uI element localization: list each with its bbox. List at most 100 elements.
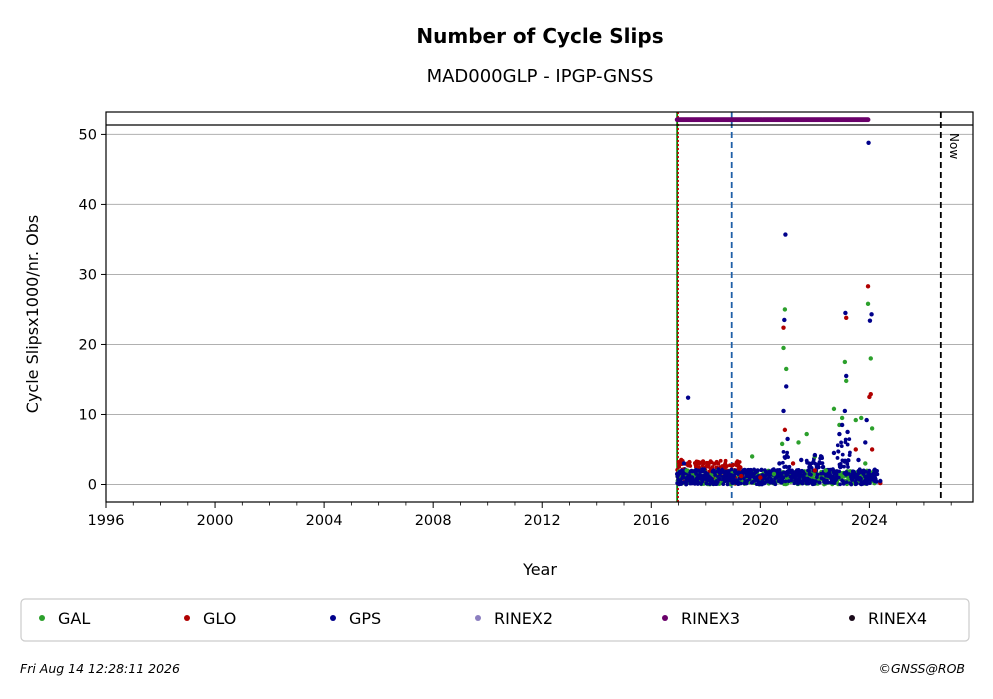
gps-cloud-point — [847, 472, 851, 476]
gps-point — [856, 457, 861, 463]
glo-point — [782, 427, 788, 433]
gps-cloud-point — [844, 470, 849, 474]
gps-cloud-point — [839, 440, 843, 445]
legend-marker-rinex3 — [662, 615, 668, 621]
glo-point — [758, 475, 763, 480]
gal-point — [844, 378, 849, 384]
gps-cloud-point — [826, 480, 830, 485]
plot-area: Now 0 10 20 30 40 50 1996 2000 2004 2008 2012 2016 2… — [79, 111, 974, 529]
legend-marker-rinex4 — [849, 615, 855, 621]
gps-point — [839, 422, 845, 428]
glo-point — [739, 473, 744, 479]
gps-cloud-point — [835, 443, 840, 448]
gps-cloud-point — [814, 479, 818, 483]
glo-cloud-point — [738, 465, 743, 470]
gps-cloud-point — [867, 468, 872, 473]
x-tick-label: 2004 — [306, 513, 343, 529]
legend: GAL GLO GPS RINEX2 RINEX3 RINEX4 — [20, 598, 970, 642]
x-tick-label: 2024 — [851, 513, 888, 529]
gps-cloud-point — [777, 467, 782, 472]
gps-cloud-point — [815, 472, 820, 477]
gps-cloud-point — [875, 468, 879, 473]
glo-point — [812, 468, 818, 473]
gps-cloud-point — [725, 482, 730, 487]
gps-cloud-point — [875, 472, 880, 477]
y-tick-label: 30 — [79, 267, 97, 283]
gps-cloud-point — [806, 481, 811, 486]
gps-cloud-point — [845, 442, 850, 447]
chart-subtitle: MAD000GLP - IPGP-GNSS — [427, 66, 654, 87]
axis-ticks: 0 10 20 30 40 50 1996 2000 2004 2008 2012 2016 2020 2… — [79, 127, 952, 529]
gps-cloud-point — [781, 475, 786, 480]
gps-cloud-point — [820, 456, 825, 461]
glo-point — [869, 447, 875, 452]
gps-point — [781, 408, 786, 414]
gps-point — [744, 473, 749, 479]
legend-label-rinex2: RINEX2 — [494, 609, 553, 628]
gps-point — [844, 373, 849, 379]
chart-title: Number of Cycle Slips — [416, 24, 663, 48]
glo-cloud-point — [710, 465, 715, 469]
glo-point — [714, 459, 719, 465]
y-tick-label: 50 — [79, 127, 97, 143]
gps-cloud-point — [848, 450, 852, 455]
gps-cloud-point — [834, 472, 839, 476]
gal-point — [684, 468, 689, 473]
gps-cloud-point — [842, 464, 846, 469]
gps-point — [782, 317, 787, 323]
legend-label-gps: GPS — [349, 609, 381, 628]
gps-point — [785, 436, 790, 442]
gps-point — [685, 395, 691, 400]
gps-cloud-point — [838, 482, 843, 487]
glo-point — [687, 459, 692, 465]
gps-cloud-point — [840, 452, 845, 457]
now-label: Now — [947, 133, 961, 159]
grid — [106, 133, 973, 485]
gal-point — [865, 301, 871, 307]
glo-cloud-point — [737, 460, 742, 464]
x-tick-label: 2000 — [197, 513, 234, 529]
y-tick-label: 20 — [79, 337, 97, 353]
gps-cloud-point — [733, 468, 738, 473]
gps-point — [843, 310, 848, 316]
gps-cloud-point — [841, 482, 846, 486]
glo-point — [865, 284, 871, 289]
gps-cloud-point — [845, 462, 850, 466]
legend-label-rinex4: RINEX4 — [868, 609, 927, 628]
gps-cloud-point — [820, 461, 825, 466]
gps-cloud-point — [846, 458, 851, 463]
gps-cloud-point — [738, 481, 743, 486]
x-tick-label: 2008 — [415, 513, 452, 529]
gps-cloud-point — [867, 481, 872, 486]
gps-point — [842, 408, 848, 414]
gps-point — [674, 471, 680, 477]
legend-label-gal: GAL — [58, 609, 90, 628]
x-tick-label: 2012 — [524, 513, 561, 529]
gal-point — [749, 454, 755, 459]
gps-cloud-point — [844, 480, 849, 485]
plot-frame — [105, 111, 974, 503]
gps-point — [831, 450, 837, 456]
gps-cloud-point — [809, 472, 813, 477]
gal-point — [853, 417, 858, 423]
gps-cloud-point — [786, 455, 790, 460]
gps-point — [755, 468, 760, 473]
glo-point — [844, 315, 849, 321]
glo-cloud-point — [688, 464, 693, 468]
gal-point — [782, 307, 788, 312]
x-tick-label: 2016 — [633, 513, 670, 529]
x-axis-label: Year — [522, 560, 557, 579]
gal-point — [779, 441, 785, 447]
gal-point — [771, 471, 777, 477]
gps-cloud-point — [844, 472, 848, 477]
gps-point — [766, 471, 771, 477]
gps-cloud-point — [830, 474, 835, 479]
gal-point — [823, 468, 828, 473]
legend-marker-gal — [39, 615, 45, 621]
legend-marker-gps — [330, 615, 336, 621]
gps-cloud-point — [865, 482, 869, 486]
gps-point — [777, 461, 782, 466]
gps-cloud-point — [773, 482, 778, 487]
gps-cloud-point — [721, 482, 726, 486]
